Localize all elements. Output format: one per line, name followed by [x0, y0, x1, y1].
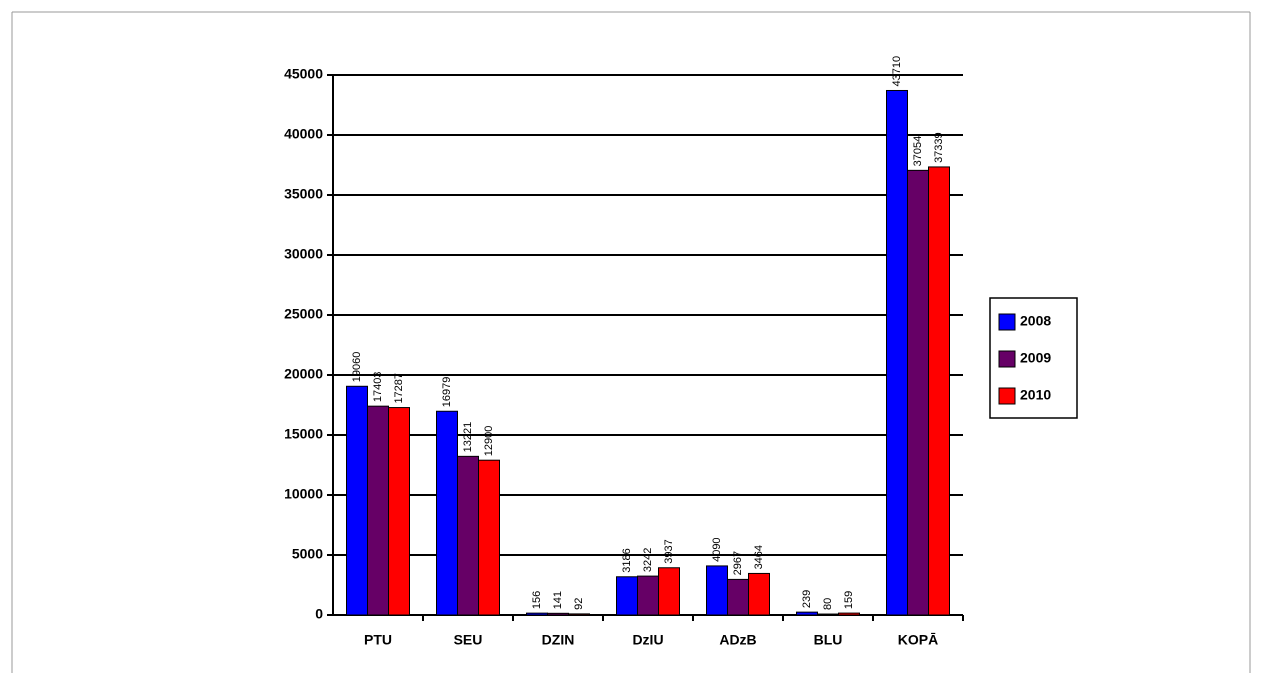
x-tick-label: DzIU	[632, 632, 663, 648]
bar	[706, 565, 728, 616]
value-label: 3464	[753, 545, 765, 569]
bar	[568, 613, 590, 616]
value-label: 37339	[933, 132, 945, 163]
x-tick-label: DZIN	[542, 632, 575, 648]
bar	[457, 455, 479, 616]
value-label: 17403	[372, 372, 384, 403]
value-label: 37054	[912, 136, 924, 167]
bar	[526, 612, 548, 616]
x-tick-label: BLU	[814, 632, 843, 648]
value-label: 239	[801, 590, 813, 608]
bar	[838, 612, 860, 616]
value-label: 17287	[393, 373, 405, 404]
y-tick-label: 40000	[284, 126, 323, 142]
value-label: 159	[843, 591, 855, 609]
value-label: 4090	[711, 537, 723, 561]
y-tick-label: 35000	[284, 186, 323, 202]
value-label: 19060	[351, 352, 363, 383]
bar	[748, 572, 770, 616]
y-tick-label: 20000	[284, 366, 323, 382]
y-tick-label: 10000	[284, 486, 323, 502]
value-label: 92	[573, 598, 585, 610]
bar	[886, 89, 908, 616]
legend-label: 2008	[1020, 313, 1051, 329]
x-tick-label: PTU	[364, 632, 392, 648]
value-label: 141	[552, 591, 564, 609]
x-tick-label: ADzB	[719, 632, 756, 648]
bar	[616, 576, 638, 616]
x-tick-label: KOPĀ	[898, 632, 938, 648]
legend-label: 2009	[1020, 350, 1051, 366]
value-label: 156	[531, 591, 543, 609]
bar	[478, 459, 500, 616]
value-label: 16979	[441, 377, 453, 408]
bar	[547, 612, 569, 616]
legend-swatch	[998, 313, 1016, 331]
value-label: 2967	[732, 551, 744, 575]
bar	[658, 567, 680, 616]
bar	[637, 575, 659, 616]
y-tick-label: 5000	[292, 546, 323, 562]
value-label: 43710	[891, 56, 903, 87]
bar	[928, 166, 950, 616]
bar	[817, 613, 839, 616]
y-tick-label: 0	[315, 606, 323, 622]
y-tick-label: 30000	[284, 246, 323, 262]
y-tick-label: 25000	[284, 306, 323, 322]
value-label: 13221	[462, 422, 474, 453]
y-tick-label: 15000	[284, 426, 323, 442]
bar	[346, 385, 368, 616]
value-label: 3937	[663, 539, 675, 563]
y-tick-label: 45000	[284, 66, 323, 82]
legend-swatch	[998, 350, 1016, 368]
bar	[367, 405, 389, 616]
value-label: 3242	[642, 548, 654, 572]
bar	[907, 169, 929, 616]
bar	[388, 407, 410, 616]
value-label: 3186	[621, 548, 633, 572]
value-label: 12900	[483, 426, 495, 457]
legend-label: 2010	[1020, 387, 1051, 403]
value-label: 80	[822, 598, 834, 610]
bar	[796, 611, 818, 616]
legend-swatch	[998, 387, 1016, 405]
bar	[436, 410, 458, 616]
x-tick-label: SEU	[454, 632, 483, 648]
bar	[727, 578, 749, 616]
